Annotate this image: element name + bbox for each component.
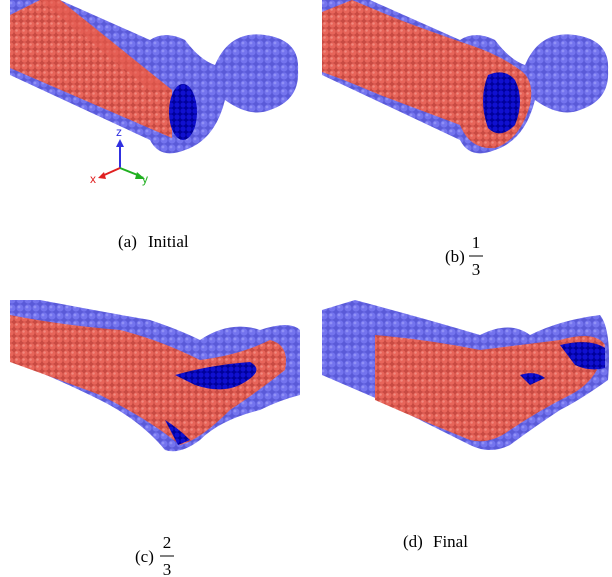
panel-caption: Initial <box>148 232 189 251</box>
panel-label: (a) <box>118 232 137 251</box>
figure: z x y (a) Initial (b) 1 3 (c) 2 3 (d) Fi… <box>0 0 612 577</box>
panel-a-image: z x y <box>10 0 298 186</box>
fraction-numerator: 1 <box>472 233 481 252</box>
fraction-numerator: 2 <box>163 533 172 552</box>
panel-label: (b) <box>445 247 465 266</box>
axis-label-x: x <box>90 172 96 186</box>
fraction-denominator: 3 <box>472 260 481 279</box>
panel-c-image <box>10 300 300 451</box>
panel-caption: Final <box>433 532 468 551</box>
panel-label: (c) <box>135 547 154 566</box>
panel-b-image <box>322 0 608 153</box>
axis-label-z: z <box>116 125 122 139</box>
axis-label-y: y <box>142 172 148 186</box>
panel-d-image <box>322 300 609 450</box>
panel-label: (d) <box>403 532 423 551</box>
fraction-denominator: 3 <box>163 560 172 577</box>
